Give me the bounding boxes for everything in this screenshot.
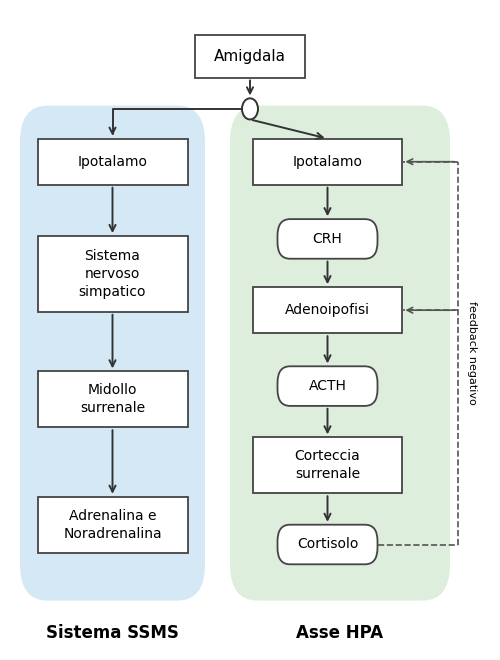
Text: ACTH: ACTH [308,379,346,393]
Text: Cortisolo: Cortisolo [297,537,358,552]
Text: CRH: CRH [312,232,342,246]
FancyBboxPatch shape [252,437,402,494]
FancyBboxPatch shape [20,106,205,601]
FancyBboxPatch shape [252,287,402,333]
Text: Corteccia
surrenale: Corteccia surrenale [294,449,360,481]
FancyBboxPatch shape [38,139,188,185]
Circle shape [242,98,258,119]
FancyBboxPatch shape [278,525,378,564]
Text: Sistema
nervoso
simpatico: Sistema nervoso simpatico [79,249,146,299]
Text: Asse HPA: Asse HPA [296,624,384,642]
Text: Adenoipofisi: Adenoipofisi [285,303,370,317]
Text: Midollo
surrenale: Midollo surrenale [80,383,145,415]
FancyBboxPatch shape [38,371,188,428]
Text: feedback negativo: feedback negativo [466,301,476,405]
FancyBboxPatch shape [38,236,188,312]
Text: Sistema SSMS: Sistema SSMS [46,624,179,642]
FancyBboxPatch shape [278,366,378,406]
FancyBboxPatch shape [195,34,305,77]
FancyBboxPatch shape [278,219,378,259]
FancyBboxPatch shape [230,106,450,601]
Text: Amigdala: Amigdala [214,49,286,63]
Text: Ipotalamo: Ipotalamo [292,154,362,169]
Text: Adrenalina e
Noradrenalina: Adrenalina e Noradrenalina [63,509,162,541]
FancyBboxPatch shape [38,496,188,553]
FancyBboxPatch shape [252,139,402,185]
Text: Ipotalamo: Ipotalamo [78,154,148,169]
